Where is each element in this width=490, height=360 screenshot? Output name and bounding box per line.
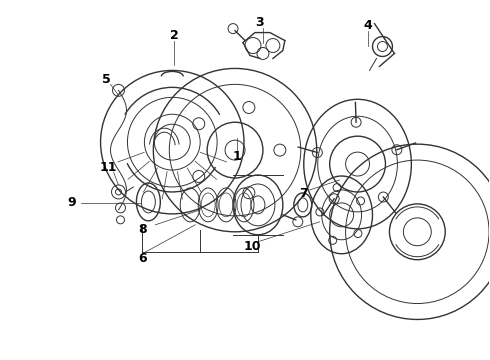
Text: 5: 5: [102, 73, 111, 86]
Text: 2: 2: [170, 29, 179, 42]
Text: 8: 8: [138, 223, 147, 236]
Text: 4: 4: [363, 19, 372, 32]
Text: 9: 9: [67, 197, 76, 210]
Text: 7: 7: [299, 188, 308, 201]
Text: 11: 11: [100, 161, 117, 174]
Text: 1: 1: [233, 150, 242, 163]
Text: 10: 10: [243, 240, 261, 253]
Text: 6: 6: [138, 252, 147, 265]
Text: 3: 3: [256, 16, 264, 29]
